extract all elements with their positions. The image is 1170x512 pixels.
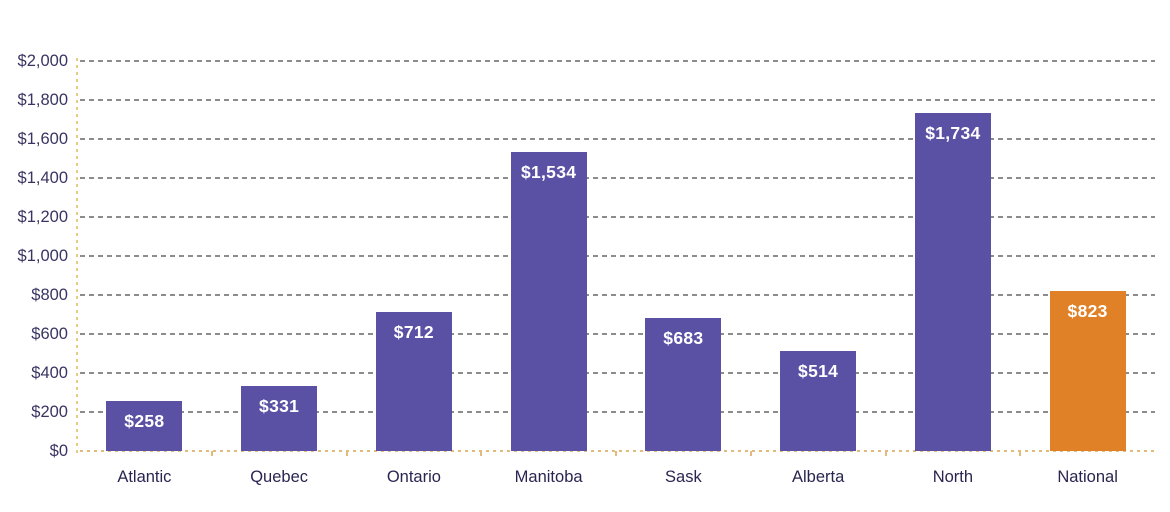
bar-value-label: $823	[1067, 301, 1108, 321]
category-label-ontario: Ontario	[386, 468, 441, 486]
gridline	[80, 138, 1155, 140]
gridline	[80, 372, 1155, 374]
bar-value-label: $514	[798, 361, 839, 381]
bar-manitoba: $1,534	[510, 152, 587, 451]
y-tick-label: $2,000	[17, 52, 68, 70]
y-tick-label: $400	[31, 364, 68, 382]
gridline	[80, 216, 1155, 218]
gridline	[80, 255, 1155, 257]
x-axis-tick	[749, 451, 752, 456]
bar-value-label: $1,734	[925, 123, 981, 143]
y-tick-label: $600	[31, 325, 68, 343]
y-tick-label: $800	[31, 286, 68, 304]
bar-national: $823	[1049, 291, 1126, 451]
x-axis-tick	[480, 451, 483, 456]
bar-value-label: $258	[124, 411, 165, 431]
bar-sask: $683	[645, 318, 722, 451]
category-label-national: National	[1057, 468, 1118, 486]
x-axis-baseline	[80, 450, 1155, 452]
x-axis-tick	[884, 451, 887, 456]
bar-value-label: $1,534	[520, 162, 577, 182]
x-axis-tick	[1019, 451, 1022, 456]
bar-value-label: $712	[393, 322, 434, 342]
gridline	[80, 333, 1155, 335]
x-axis-tick	[210, 451, 213, 456]
bar-atlantic: $258	[106, 401, 183, 451]
category-label-alberta: Alberta	[791, 468, 845, 486]
bar-ontario: $712	[375, 312, 452, 451]
gridline	[80, 99, 1155, 101]
bar-alberta: $514	[780, 351, 857, 451]
x-axis-tick	[615, 451, 617, 456]
y-tick-label: $1,000	[17, 247, 68, 265]
bar-value-label: $331	[259, 396, 300, 416]
y-axis-line	[76, 58, 78, 457]
bar-north: $1,734	[914, 113, 991, 451]
y-tick-label: $1,200	[17, 208, 68, 226]
gridline	[80, 294, 1155, 296]
bar-quebec: $331	[241, 386, 318, 451]
y-tick-label: $1,400	[17, 169, 68, 187]
category-label-sask: Sask	[665, 468, 702, 486]
category-label-atlantic: Atlantic	[117, 468, 172, 486]
gridline	[80, 177, 1155, 179]
y-tick-label: $1,800	[17, 91, 68, 109]
bar-value-label: $683	[663, 328, 704, 348]
gridline	[80, 411, 1155, 413]
y-tick-label: $1,600	[17, 130, 68, 148]
x-axis-tick	[345, 451, 348, 456]
category-label-quebec: Quebec	[250, 468, 309, 486]
y-tick-label: $200	[31, 403, 68, 421]
category-label-north: North	[932, 468, 974, 486]
gridline	[80, 60, 1155, 62]
y-tick-label: $0	[49, 442, 68, 460]
category-label-manitoba: Manitoba	[514, 468, 583, 486]
